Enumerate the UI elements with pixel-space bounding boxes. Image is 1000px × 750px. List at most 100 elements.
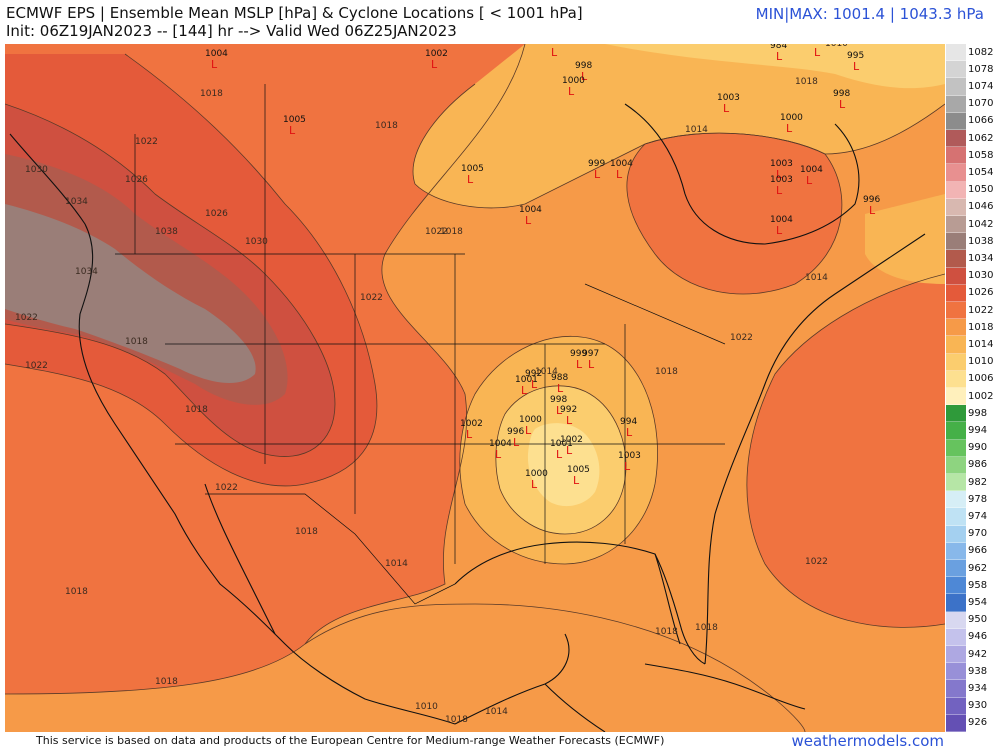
- cyclone-pressure-label: 1001: [550, 439, 573, 449]
- colorbar-cell: [946, 78, 966, 96]
- isobar-label: 1034: [65, 197, 88, 207]
- isobar-label: 1022: [15, 313, 38, 323]
- isobar-label: 1022: [805, 557, 828, 567]
- colorbar-label: 1058: [968, 149, 994, 161]
- colorbar-cell: [946, 542, 966, 560]
- isobar-label: 1010: [415, 702, 438, 712]
- cyclone-pressure-label: 984: [770, 44, 787, 51]
- isobar-label: 1018: [695, 623, 718, 633]
- isobar-label: 1018: [125, 337, 148, 347]
- cyclone-low-marker: L: [616, 168, 623, 181]
- colorbar-cell: [946, 508, 966, 526]
- colorbar-label: 958: [968, 579, 988, 591]
- band-1022-east: [746, 274, 945, 628]
- colorbar-cell: [946, 267, 966, 285]
- colorbar-cell: [946, 112, 966, 130]
- colorbar-cell: [946, 491, 966, 509]
- cyclone-pressure-label: 1004: [519, 205, 542, 215]
- cyclone-pressure-label: 985: [545, 44, 562, 47]
- min-max-readout: MIN|MAX: 1001.4 | 1043.3 hPa: [755, 5, 984, 23]
- cyclone-pressure-label: 999: [588, 159, 605, 169]
- init-valid-line: Init: 06Z19JAN2023 -- [144] hr --> Valid…: [6, 22, 457, 40]
- cyclone-pressure-label: 1004: [489, 439, 512, 449]
- isobar-label: 1022: [730, 333, 753, 343]
- band-1010-ne: [605, 44, 945, 89]
- colorbar-label: 1002: [968, 390, 994, 402]
- cyclone-pressure-label: 998: [833, 89, 850, 99]
- colorbar-cell: [946, 319, 966, 337]
- colorbar-cell: [946, 370, 966, 388]
- cyclone-pressure-label: 1004: [205, 49, 228, 59]
- colorbar-label: 1046: [968, 201, 994, 213]
- colorbar-cell: [946, 353, 966, 371]
- cyclone-pressure-label: 992: [560, 405, 577, 415]
- colorbar-cell: [946, 697, 966, 715]
- cyclone-pressure-label: 1005: [283, 115, 306, 125]
- isobar-label: 1018: [295, 527, 318, 537]
- cyclone-pressure-label: 1000: [562, 76, 585, 86]
- colorbar-cell: [946, 577, 966, 595]
- colorbar-label: 1034: [968, 253, 994, 264]
- colorbar-cell: [946, 336, 966, 354]
- colorbar-label: 966: [968, 545, 988, 557]
- colorbar-label: 1010: [968, 356, 994, 368]
- cyclone-low-marker: L: [556, 404, 563, 417]
- band-1038: [5, 204, 256, 384]
- cyclone-pressure-label: 988: [551, 373, 568, 383]
- colorbar-cell: [946, 216, 966, 234]
- coastlines: [9, 103, 926, 732]
- site-link[interactable]: weathermodels.com: [791, 732, 944, 750]
- colorbar-label: 1070: [968, 98, 994, 110]
- colorbar-label: 946: [968, 631, 988, 643]
- cyclone-low-marker: L: [531, 378, 538, 391]
- isobar-label: 1018: [655, 627, 678, 637]
- isobar-label: 1022: [425, 227, 448, 237]
- cyclone-low-marker: L: [626, 426, 633, 439]
- colorbar-label: 1026: [968, 287, 994, 299]
- colorbar-label: 1006: [968, 373, 994, 385]
- colorbar-label: 1066: [968, 115, 994, 127]
- cyclone-low-marker: L: [624, 460, 631, 473]
- cyclone-low-marker: L: [566, 414, 573, 427]
- isobar-label: 1018: [655, 367, 678, 377]
- isobar-label: 1014: [385, 559, 408, 569]
- colorbar-cell: [946, 646, 966, 664]
- colorbar-label: 1054: [968, 167, 994, 178]
- colorbar-cell: [946, 680, 966, 698]
- pressure-colorbar: 1082 1078 1074 1070 1066 1062 1058 1054 1050 1046…: [946, 44, 1000, 732]
- cyclone-pressure-label: 999: [570, 349, 587, 359]
- cyclone-low-marker: L: [525, 214, 532, 227]
- isobar-label: 1026: [205, 209, 228, 219]
- colorbar-label: 1082: [968, 46, 994, 58]
- cyclone-low-marker: L: [573, 474, 580, 487]
- cyclone-pressure-label: 995: [847, 51, 864, 61]
- colorbar-cell: [946, 284, 966, 302]
- isobar-lines: [5, 44, 945, 732]
- colorbar-cell: [946, 456, 966, 474]
- cyclone-low-marker: L: [551, 46, 558, 59]
- cyclone-low-marker: L: [776, 184, 783, 197]
- cyclone-low-marker: L: [467, 173, 474, 186]
- isobar-label: 1038: [155, 227, 178, 237]
- isobar-label: 1018: [65, 587, 88, 597]
- cyclone-low-marker: L: [513, 436, 520, 449]
- cyclone-low-marker: L: [289, 124, 296, 137]
- cyclone-pressure-label: 1000: [519, 415, 542, 425]
- isobar-label: 1022: [135, 137, 158, 147]
- colorbar-label: 1038: [968, 235, 994, 247]
- colorbar-cell: [946, 95, 966, 113]
- colorbar-label: 986: [968, 459, 988, 471]
- colorbar-label: 1018: [968, 321, 994, 333]
- colorbar-label: 982: [968, 476, 988, 488]
- state-borders: [115, 84, 726, 605]
- colorbar-cell: [946, 594, 966, 612]
- cyclone-pressure-label: 1002: [425, 49, 448, 59]
- colorbar-label: 1062: [968, 132, 994, 144]
- cyclone-markers: 1004L1002L985L998L1000L984L996L995L998L1…: [205, 44, 880, 491]
- isobar-label: 1034: [75, 267, 98, 277]
- colorbar-cell: [946, 130, 966, 148]
- cyclone-low-marker: L: [776, 50, 783, 63]
- colorbar-label: 1050: [968, 184, 994, 196]
- isobar-label: 1018: [185, 405, 208, 415]
- colorbar-label: 974: [968, 511, 988, 522]
